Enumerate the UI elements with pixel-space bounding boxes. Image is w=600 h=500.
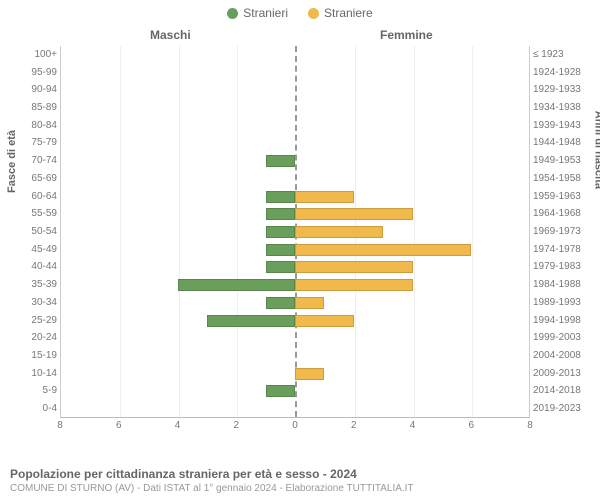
- y-tick-birth: 2009-2013: [533, 368, 591, 379]
- y-axis-label-left: Fasce di età: [6, 130, 18, 193]
- y-tick-age: 60-64: [21, 191, 57, 202]
- legend: Stranieri Straniere: [0, 0, 600, 22]
- x-tick: 8: [527, 420, 533, 431]
- y-axis-label-right: Anni di nascita: [592, 111, 600, 189]
- caption-block: Popolazione per cittadinanza straniera p…: [10, 467, 414, 494]
- x-tick: 8: [57, 420, 63, 431]
- bar-male: [266, 297, 295, 309]
- bar-male: [266, 191, 295, 203]
- plot-region: 100+≤ 192395-991924-192890-941929-193385…: [60, 46, 530, 418]
- y-tick-birth: 1934-1938: [533, 102, 591, 113]
- y-tick-birth: 1924-1928: [533, 67, 591, 78]
- y-tick-age: 90-94: [21, 84, 57, 95]
- bar-male: [266, 261, 295, 273]
- bar-female: [295, 279, 413, 291]
- y-tick-birth: 1984-1988: [533, 279, 591, 290]
- y-tick-age: 15-19: [21, 350, 57, 361]
- y-tick-age: 80-84: [21, 120, 57, 131]
- y-tick-age: 70-74: [21, 155, 57, 166]
- bar-female: [295, 261, 413, 273]
- y-tick-age: 30-34: [21, 297, 57, 308]
- y-tick-birth: 2004-2008: [533, 350, 591, 361]
- y-tick-age: 50-54: [21, 226, 57, 237]
- legend-label-m: Stranieri: [243, 6, 288, 20]
- legend-label-f: Straniere: [324, 6, 373, 20]
- y-tick-birth: 1974-1978: [533, 244, 591, 255]
- y-tick-age: 75-79: [21, 137, 57, 148]
- y-tick-age: 35-39: [21, 279, 57, 290]
- y-tick-birth: 1959-1963: [533, 191, 591, 202]
- legend-item-m: Stranieri: [227, 6, 288, 20]
- x-tick: 2: [351, 420, 357, 431]
- x-tick: 6: [468, 420, 474, 431]
- y-tick-birth: 1964-1968: [533, 208, 591, 219]
- bar-female: [295, 368, 324, 380]
- gridline: [237, 46, 238, 417]
- swatch-m: [227, 8, 238, 19]
- chart-area: Maschi Femmine Fasce di età Anni di nasc…: [60, 28, 530, 438]
- y-tick-age: 65-69: [21, 173, 57, 184]
- bar-female: [295, 315, 354, 327]
- y-tick-age: 85-89: [21, 102, 57, 113]
- bar-female: [295, 244, 471, 256]
- y-tick-birth: 2019-2023: [533, 403, 591, 414]
- gridline: [472, 46, 473, 417]
- y-tick-age: 40-44: [21, 261, 57, 272]
- column-header-femmine: Femmine: [380, 28, 433, 42]
- bar-female: [295, 297, 324, 309]
- y-tick-age: 5-9: [21, 385, 57, 396]
- legend-item-f: Straniere: [308, 6, 373, 20]
- y-tick-birth: 1939-1943: [533, 120, 591, 131]
- y-tick-age: 45-49: [21, 244, 57, 255]
- y-tick-birth: 1989-1993: [533, 297, 591, 308]
- y-tick-birth: 1979-1983: [533, 261, 591, 272]
- y-tick-age: 100+: [21, 49, 57, 60]
- y-tick-birth: 1994-1998: [533, 315, 591, 326]
- x-tick: 4: [410, 420, 416, 431]
- bar-male: [178, 279, 296, 291]
- y-tick-birth: 1999-2003: [533, 332, 591, 343]
- x-tick: 4: [175, 420, 181, 431]
- bar-male: [266, 226, 295, 238]
- gridline: [179, 46, 180, 417]
- y-tick-age: 55-59: [21, 208, 57, 219]
- x-tick: 0: [292, 420, 298, 431]
- caption-subtitle: COMUNE DI STURNO (AV) - Dati ISTAT al 1°…: [10, 483, 414, 494]
- y-tick-birth: ≤ 1923: [533, 49, 591, 60]
- y-tick-age: 0-4: [21, 403, 57, 414]
- y-tick-birth: 1969-1973: [533, 226, 591, 237]
- y-tick-age: 20-24: [21, 332, 57, 343]
- y-tick-birth: 2014-2018: [533, 385, 591, 396]
- bar-male: [266, 155, 295, 167]
- bar-male: [266, 244, 295, 256]
- bar-male: [266, 208, 295, 220]
- column-header-maschi: Maschi: [150, 28, 191, 42]
- bar-male: [266, 385, 295, 397]
- x-tick: 2: [233, 420, 239, 431]
- y-tick-birth: 1929-1933: [533, 84, 591, 95]
- caption-title: Popolazione per cittadinanza straniera p…: [10, 467, 414, 481]
- x-tick: 6: [116, 420, 122, 431]
- y-tick-birth: 1954-1958: [533, 173, 591, 184]
- swatch-f: [308, 8, 319, 19]
- bar-female: [295, 191, 354, 203]
- y-tick-age: 25-29: [21, 315, 57, 326]
- y-tick-age: 10-14: [21, 368, 57, 379]
- y-tick-birth: 1944-1948: [533, 137, 591, 148]
- bar-female: [295, 208, 413, 220]
- y-tick-age: 95-99: [21, 67, 57, 78]
- bar-female: [295, 226, 383, 238]
- bar-male: [207, 315, 295, 327]
- y-tick-birth: 1949-1953: [533, 155, 591, 166]
- gridline: [414, 46, 415, 417]
- gridline: [120, 46, 121, 417]
